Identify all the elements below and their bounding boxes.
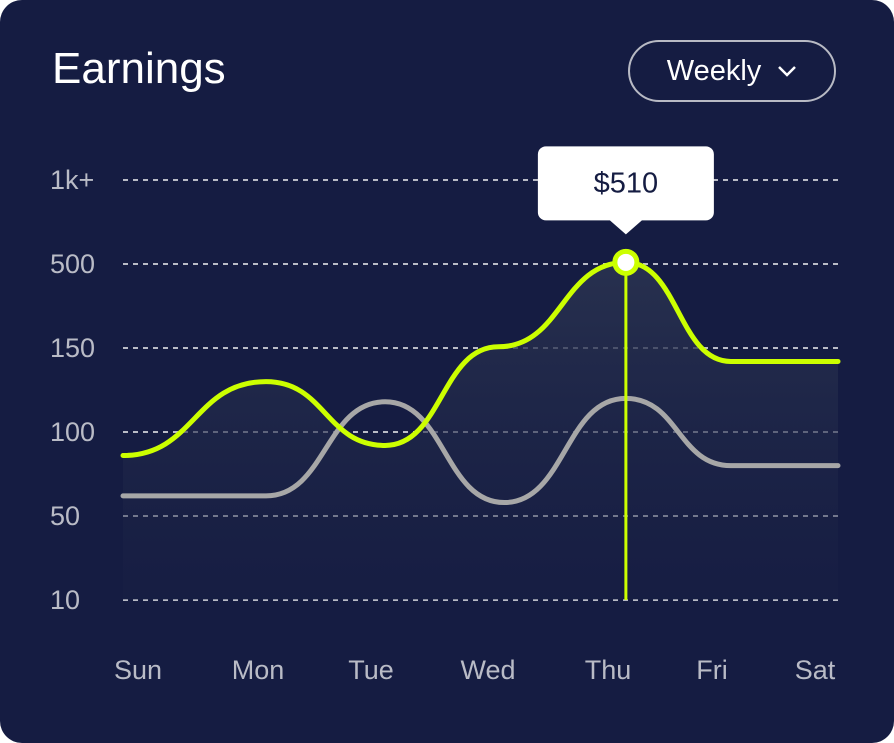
tooltip-box: [537, 146, 714, 235]
y-tick-label: 1k+: [50, 165, 94, 195]
y-tick-label: 10: [50, 585, 80, 615]
x-tick-label: Wed: [460, 655, 515, 685]
x-tick-label: Sat: [795, 655, 836, 685]
y-tick-label: 100: [50, 417, 95, 447]
card-title: Earnings: [52, 44, 226, 93]
y-tick-label: 500: [50, 249, 95, 279]
period-select[interactable]: Weekly: [628, 40, 836, 102]
x-tick-label: Mon: [232, 655, 285, 685]
x-tick-label: Thu: [585, 655, 632, 685]
area-fill: [123, 262, 838, 600]
chevron-down-icon: [778, 66, 797, 77]
x-tick-label: Fri: [696, 655, 727, 685]
y-tick-label: 150: [50, 333, 95, 363]
series-line-previous: [120, 395, 841, 506]
series-line-current: [120, 259, 841, 459]
x-tick-label: Tue: [348, 655, 394, 685]
y-tick-label: 50: [50, 501, 80, 531]
period-select-value: Weekly: [666, 54, 762, 87]
highlight-point: [612, 248, 640, 276]
tooltip-label: $510: [594, 167, 659, 199]
x-tick-label: Sun: [114, 655, 162, 685]
